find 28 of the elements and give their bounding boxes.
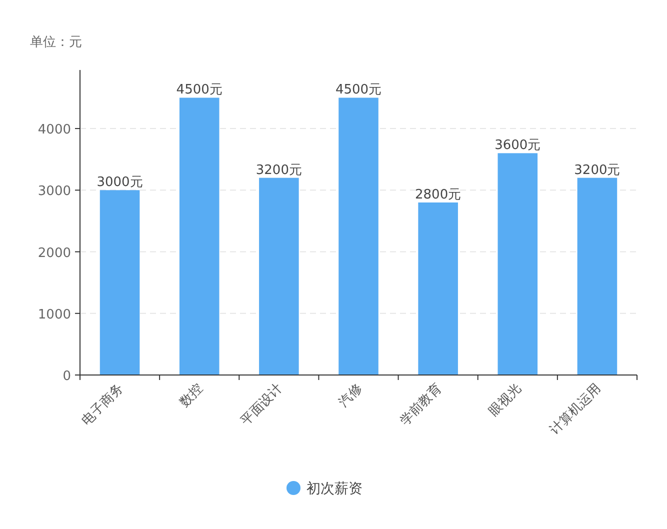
y-tick-label: 1000 [38, 307, 71, 322]
x-tick-label: 眼视光 [486, 381, 524, 420]
bar [577, 178, 618, 375]
data-label: 4500元 [335, 82, 382, 98]
data-label: 3200元 [574, 162, 620, 178]
bar [179, 98, 220, 375]
x-tick-label: 计算机运用 [547, 381, 604, 438]
y-tick-label: 2000 [38, 246, 71, 261]
x-tick-label: 平面设计 [238, 381, 286, 429]
data-label: 3600元 [494, 138, 541, 154]
x-tick-label: 数控 [177, 381, 206, 410]
x-tick-label: 电子商务 [79, 381, 127, 429]
bar [100, 190, 140, 375]
y-axis-title: 单位：元 [30, 35, 82, 50]
data-label: 4500元 [176, 82, 222, 98]
y-tick-label: 3000 [38, 184, 71, 200]
bar [418, 202, 458, 375]
y-tick-label: 4000 [38, 122, 71, 138]
bar [498, 153, 538, 375]
y-tick-label: 0 [62, 369, 71, 384]
data-label: 3200元 [256, 162, 302, 178]
x-tick-label: 汽修 [336, 381, 366, 410]
x-tick-label: 学前教育 [396, 380, 445, 429]
data-label: 2800元 [415, 187, 462, 202]
bar [259, 178, 299, 375]
bar [338, 98, 378, 375]
data-label: 3000元 [96, 175, 143, 190]
legend-label: 初次薪资 [306, 481, 362, 497]
